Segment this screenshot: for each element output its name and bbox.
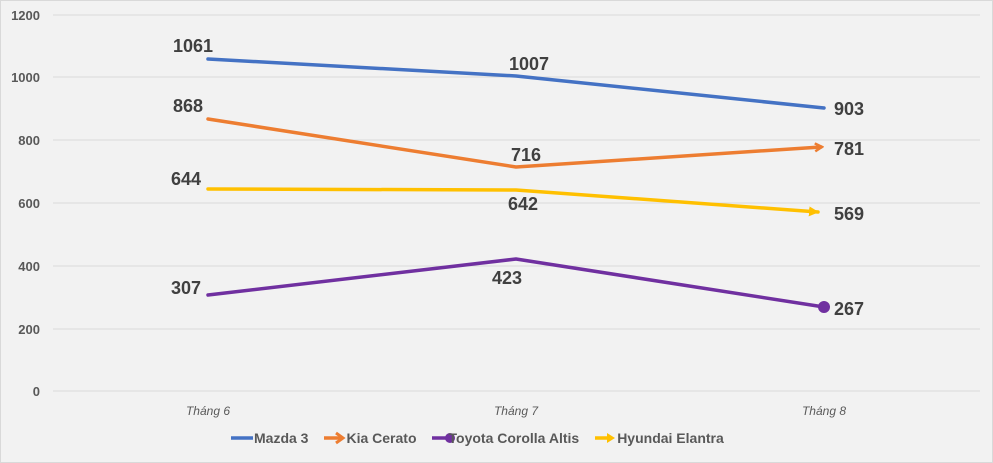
x-tick: Tháng 7 — [494, 404, 539, 418]
series-toyota-end-marker — [818, 301, 830, 313]
x-axis: Tháng 6 Tháng 7 Tháng 8 — [186, 404, 846, 418]
y-tick: 0 — [33, 384, 40, 399]
data-label: 781 — [834, 139, 864, 159]
legend-item-hyundai-elantra[interactable]: Hyundai Elantra — [593, 430, 724, 446]
y-tick: 400 — [18, 259, 40, 274]
legend-label: Kia Cerato — [346, 430, 417, 446]
series-kia-cerato — [206, 117, 821, 169]
data-label: 267 — [834, 299, 864, 319]
y-axis: 1200 1000 800 600 400 200 0 — [11, 8, 40, 399]
legend-label: Mazda 3 — [254, 430, 309, 446]
y-tick: 800 — [18, 133, 40, 148]
series-toyota-corolla-altis — [206, 257, 826, 309]
data-label: 716 — [511, 145, 541, 165]
series-mazda-3 — [206, 57, 826, 110]
series-hyundai-elantra — [206, 187, 820, 217]
y-tick: 200 — [18, 322, 40, 337]
gridlines — [53, 14, 980, 392]
y-tick: 1200 — [11, 8, 40, 23]
y-tick: 600 — [18, 196, 40, 211]
legend-label: Toyota Corolla Altis — [448, 430, 580, 446]
data-label: 423 — [492, 268, 522, 288]
line-swatch-icon — [231, 436, 253, 440]
legend: Mazda 3 Kia Cerato Toyota Corolla Altis … — [230, 430, 724, 446]
data-label: 642 — [508, 194, 538, 214]
dot-line-swatch-icon — [431, 433, 455, 443]
arrow-swatch-icon — [324, 431, 347, 445]
legend-item-kia-cerato[interactable]: Kia Cerato — [322, 430, 417, 446]
filled-arrow-swatch-icon — [595, 433, 616, 443]
x-tick: Tháng 6 — [186, 404, 230, 418]
data-label: 868 — [173, 96, 203, 116]
legend-item-toyota-corolla-altis[interactable]: Toyota Corolla Altis — [431, 430, 580, 446]
data-labels: 1061 1007 903 868 716 781 644 642 569 30… — [171, 36, 864, 319]
y-tick: 1000 — [11, 70, 40, 85]
data-label: 644 — [171, 169, 201, 189]
legend-label: Hyundai Elantra — [617, 430, 724, 446]
legend-item-mazda-3[interactable]: Mazda 3 — [230, 430, 308, 446]
data-label: 307 — [171, 278, 201, 298]
data-label: 1061 — [173, 36, 213, 56]
data-label: 903 — [834, 99, 864, 119]
x-tick: Tháng 8 — [802, 404, 846, 418]
data-label: 569 — [834, 204, 864, 224]
data-label: 1007 — [509, 54, 549, 74]
